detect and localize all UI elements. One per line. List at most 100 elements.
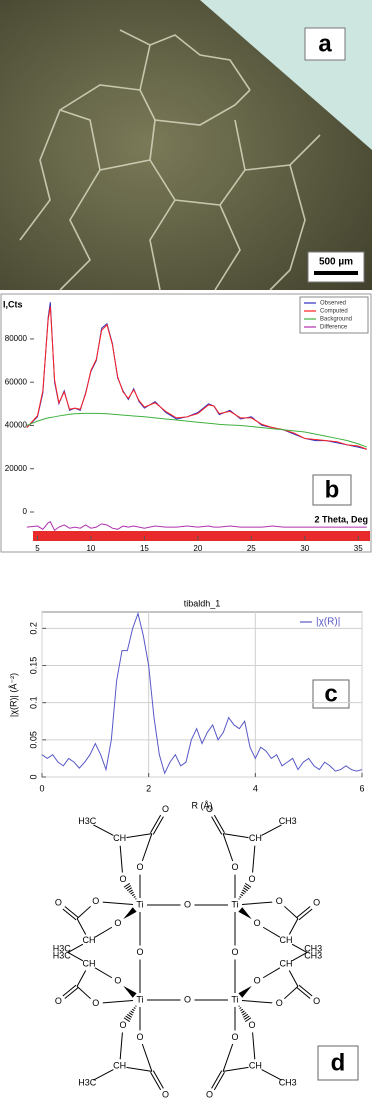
micrograph: a 500 µm — [0, 0, 372, 291]
data-line — [26, 306, 367, 450]
bond — [119, 845, 123, 873]
atom-label: O — [254, 976, 261, 986]
bond — [93, 1069, 114, 1081]
bond — [93, 824, 114, 836]
atom-label: CH — [249, 833, 262, 843]
y-tick-label: 0 — [23, 507, 28, 516]
atom-label: CH — [113, 833, 126, 843]
atom-label: O — [162, 804, 169, 814]
bond — [64, 987, 79, 999]
hashed-bond — [125, 1015, 132, 1020]
hashed-bond — [243, 1015, 250, 1020]
hashed-bond — [244, 882, 252, 888]
hashed-bond — [131, 893, 135, 897]
atom-label: CH3 — [304, 943, 322, 953]
atom-label: CH — [83, 935, 96, 945]
bond — [211, 816, 223, 835]
legend-label: |χ(R)| — [316, 617, 340, 628]
atom-label: O — [136, 1032, 143, 1042]
atom-label: O — [119, 874, 126, 884]
y-tick-label: 40000 — [5, 421, 28, 430]
atom-label: Ti — [231, 994, 238, 1004]
wedge-bond — [238, 985, 252, 998]
y-axis-label: |χ(R)| (Å⁻²) — [8, 673, 18, 717]
bond — [126, 1066, 152, 1072]
atom-label: CH3 — [279, 1078, 297, 1088]
data-line — [26, 521, 367, 532]
bond — [152, 816, 164, 835]
x-tick-label: 15 — [140, 544, 149, 553]
bond — [141, 1043, 153, 1072]
bond — [296, 906, 311, 918]
y-tick-label: 0 — [28, 774, 38, 779]
atom-label: O — [231, 947, 238, 957]
bond — [150, 814, 162, 834]
reflection-markers — [33, 531, 370, 541]
hashed-bond — [130, 1010, 134, 1014]
atom-label: CH — [249, 1061, 262, 1071]
hashed-bond — [243, 1013, 249, 1018]
bond — [62, 908, 77, 921]
x-tick-label: 0 — [39, 783, 44, 793]
x-tick-label: 35 — [354, 544, 363, 553]
x-tick-label: 25 — [247, 544, 256, 553]
atom-label: O — [248, 874, 255, 884]
hashed-bond — [240, 1008, 244, 1012]
atom-label: O — [206, 1090, 213, 1100]
bond — [261, 824, 282, 836]
bond — [284, 905, 299, 919]
scale-bar — [314, 271, 358, 275]
bond — [222, 1043, 234, 1072]
atom-label: O — [55, 898, 62, 908]
atom-label: CH — [280, 959, 293, 969]
y-tick-label: 0.05 — [28, 731, 38, 749]
hashed-bond — [135, 1005, 137, 1007]
hashed-bond — [123, 1017, 131, 1023]
atom-label: O — [313, 996, 320, 1006]
y-axis-label: I,Cts — [3, 299, 23, 309]
atom-label: O — [114, 976, 121, 986]
hashed-bond — [242, 1012, 247, 1016]
bond — [119, 1032, 123, 1060]
scale-bar-box — [307, 251, 365, 283]
bond — [76, 970, 87, 987]
hashed-bond — [128, 1012, 133, 1016]
legend-label: Observed — [320, 301, 346, 307]
bond — [262, 926, 281, 938]
bond — [288, 970, 299, 987]
hashed-bond — [243, 887, 249, 892]
hashed-bond — [126, 887, 132, 892]
bond — [241, 901, 273, 905]
data-line — [41, 611, 363, 775]
grain-boundaries — [19, 29, 321, 291]
wedge-bond — [123, 985, 137, 998]
bond — [288, 918, 299, 935]
atom-label: O — [136, 862, 143, 872]
panel-b-frame — [0, 293, 372, 553]
hashed-bond — [241, 1010, 245, 1014]
bond — [141, 833, 153, 862]
hashed-bond — [239, 1007, 242, 1010]
hashed-bond — [131, 1008, 135, 1012]
bond — [94, 926, 113, 938]
atom-label: Ti — [231, 899, 238, 909]
x-tick-label: 30 — [300, 544, 309, 553]
x-tick-label: 10 — [86, 544, 95, 553]
bond — [211, 1070, 223, 1089]
atom-label: O — [231, 1032, 238, 1042]
x-tick-label: 6 — [359, 783, 364, 793]
legend-label: Difference — [320, 325, 348, 331]
atom-label: O — [184, 994, 191, 1004]
atom-label: O — [119, 1020, 126, 1030]
bond — [298, 984, 313, 997]
bond — [76, 918, 87, 935]
panel-label: a — [318, 30, 332, 57]
y-tick-label: 80000 — [5, 334, 28, 343]
atom-label: O — [313, 898, 320, 908]
hashed-bond — [242, 889, 247, 893]
scale-bar-label: 500 µm — [319, 257, 353, 268]
panel-label-box — [317, 1045, 359, 1081]
bond — [126, 833, 152, 839]
bond — [222, 833, 234, 862]
bond — [291, 943, 308, 954]
